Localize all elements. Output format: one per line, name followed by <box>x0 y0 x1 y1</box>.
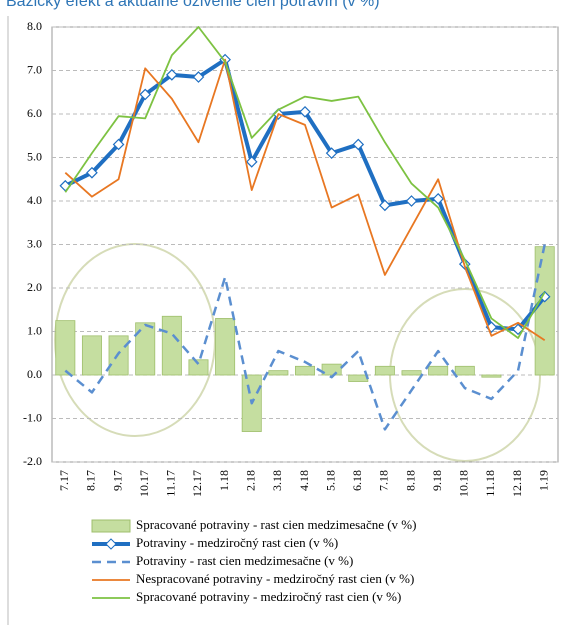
marker <box>405 195 418 207</box>
bar <box>268 370 289 376</box>
marker <box>299 105 311 118</box>
legend-label: Potraviny - medziročný rast cien (v %) <box>136 535 338 550</box>
bar <box>374 365 395 376</box>
highlight-ellipse <box>54 243 216 437</box>
y-tick-label: 7.0 <box>27 62 42 76</box>
x-tick-label: 2.18 <box>243 470 257 491</box>
bar <box>55 320 76 376</box>
bar <box>428 365 449 376</box>
y-tick-label: 1.0 <box>27 323 42 337</box>
legend-label: Spracované potraviny - rast cien medzime… <box>136 517 416 532</box>
line <box>64 58 546 341</box>
marker <box>139 88 152 101</box>
y-tick-label: -2.0 <box>23 454 42 468</box>
legend-swatch <box>91 519 131 533</box>
marker <box>352 138 365 151</box>
y-tick-label: 4.0 <box>27 193 42 207</box>
y-tick-label: 2.0 <box>27 280 42 294</box>
bar <box>401 370 422 376</box>
y-tick-label: 3.0 <box>27 236 42 250</box>
x-tick-label: 10.17 <box>137 470 151 497</box>
marker <box>112 138 125 151</box>
x-tick-label: 1.19 <box>536 470 550 491</box>
bar <box>295 365 315 376</box>
y-tick-label: 0.0 <box>27 367 42 381</box>
bar <box>161 315 182 376</box>
legend-label: Spracované potraviny - medziročný rast c… <box>136 589 401 604</box>
x-tick-label: 11.18 <box>483 470 497 497</box>
legend-label: Potraviny - rast cien medzimesačne (v %) <box>136 553 353 568</box>
marker <box>512 323 524 336</box>
marker <box>245 156 258 168</box>
x-tick-label: 12.17 <box>190 470 204 497</box>
marker <box>432 192 445 205</box>
x-tick-label: 12.18 <box>510 470 524 497</box>
x-tick-label: 9.18 <box>430 470 444 491</box>
x-tick-label: 11.17 <box>164 470 178 497</box>
marker <box>86 166 98 179</box>
x-tick-label: 6.18 <box>350 470 364 491</box>
marker <box>165 69 178 81</box>
bar <box>454 365 475 376</box>
bar <box>534 246 555 376</box>
x-tick-label: 4.18 <box>297 470 311 491</box>
bar <box>215 318 236 376</box>
marker <box>325 147 338 159</box>
bar <box>348 374 369 382</box>
y-tick-label: 8.0 <box>27 19 42 33</box>
legend-label: Nespracované potraviny - medziročný rast… <box>136 571 414 586</box>
bar <box>81 335 102 376</box>
legend-marker <box>105 538 117 550</box>
y-tick-label: 5.0 <box>27 149 42 163</box>
x-tick-label: 8.17 <box>84 470 98 491</box>
x-tick-label: 7.17 <box>57 470 71 491</box>
x-tick-label: 8.18 <box>403 470 417 491</box>
bar <box>321 363 342 376</box>
x-tick-label: 3.18 <box>270 470 284 491</box>
bar <box>481 374 502 378</box>
y-tick-label: 6.0 <box>27 106 42 120</box>
x-tick-label: 9.17 <box>110 470 124 491</box>
line <box>64 244 546 431</box>
bar <box>135 322 156 376</box>
bar <box>188 359 209 376</box>
x-tick-label: 7.18 <box>377 470 391 491</box>
marker <box>192 71 205 83</box>
y-tick-label: -1.0 <box>23 410 42 424</box>
x-tick-label: 10.18 <box>457 470 471 497</box>
marker <box>538 290 551 303</box>
marker <box>379 199 391 212</box>
chart-title: Bazický efekt a aktuálne oživenie cien p… <box>6 0 380 10</box>
x-tick-label: 1.18 <box>217 470 231 491</box>
x-tick-label: 5.18 <box>323 470 337 491</box>
line <box>64 26 546 339</box>
